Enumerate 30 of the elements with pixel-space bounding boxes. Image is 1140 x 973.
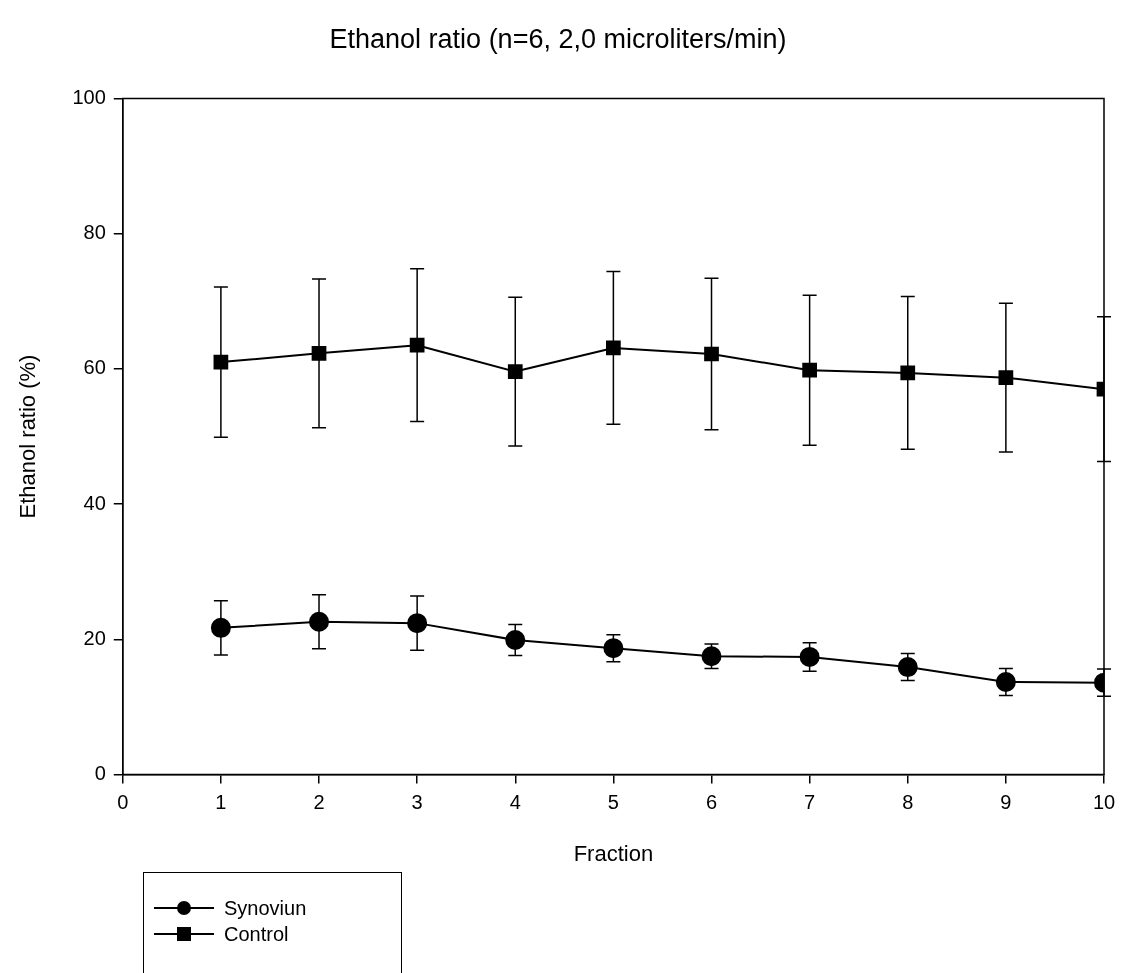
point	[799, 646, 820, 667]
x-tick-label: 2	[313, 791, 325, 814]
y-tick-label: 100	[72, 85, 106, 108]
x-tick-label: 1	[215, 791, 227, 814]
y-tick-label: 80	[83, 221, 106, 244]
y-axis-title: Ethanol ratio (%)	[15, 354, 41, 519]
x-tick-label: 10	[1092, 791, 1116, 814]
x-tick-label: 3	[411, 791, 423, 814]
x-tick-label: 8	[902, 791, 914, 814]
point	[603, 638, 624, 659]
x-tick-label: 0	[117, 791, 129, 814]
x-tick-label: 6	[705, 791, 718, 814]
x-tick-label: 5	[607, 791, 619, 814]
x-tick-label: 7	[804, 791, 816, 814]
x-tick-label: 4	[509, 791, 521, 814]
y-tick-label: 20	[83, 626, 106, 649]
point	[409, 337, 425, 353]
x-tick-label: 9	[1000, 791, 1012, 814]
y-tick-label: 40	[83, 491, 106, 514]
legend-label: Synoviun	[224, 896, 307, 921]
y-tick-label: 0	[94, 762, 106, 785]
point	[704, 346, 719, 362]
chart-title: Ethanol ratio (n=6, 2,0 microliters/min)	[329, 23, 787, 54]
point	[606, 340, 621, 356]
point	[505, 630, 526, 651]
legend-label: Control	[224, 922, 289, 947]
x-axis-title: Fraction	[573, 840, 654, 866]
y-tick-label: 60	[83, 356, 106, 379]
point	[802, 362, 817, 378]
point	[507, 364, 523, 379]
